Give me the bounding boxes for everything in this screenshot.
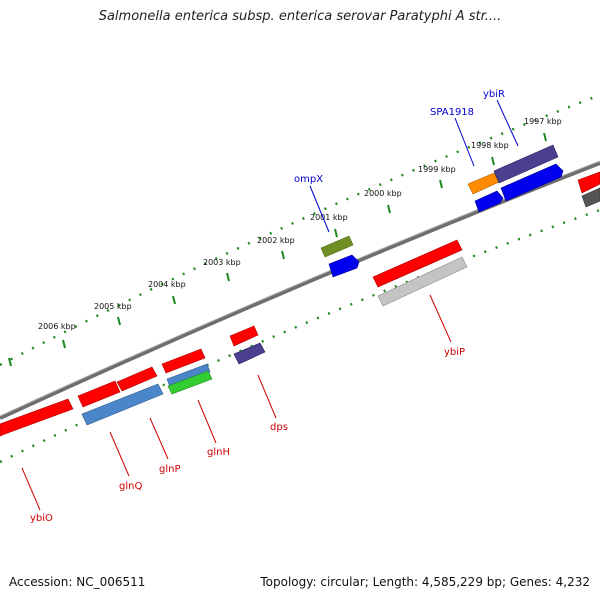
leader-dps — [257, 374, 277, 419]
inner-tick-track — [0, 208, 600, 464]
leader-ybiR — [496, 99, 519, 147]
outer-tick-track — [0, 93, 600, 367]
leader-ompX — [309, 185, 330, 233]
gene-red-arrow-e[interactable] — [77, 380, 121, 408]
gene-label-ybiO[interactable]: ybiO — [30, 513, 53, 524]
gene-label-ompX[interactable]: ompX — [294, 174, 323, 185]
kbp-label-2006: 2006 kbp — [38, 322, 76, 331]
gene-ompX-arrow[interactable] — [320, 235, 354, 258]
gene-label-glnP[interactable]: glnP — [159, 464, 181, 475]
gene-label-ybiR[interactable]: ybiR — [483, 89, 505, 100]
gene-red-arrow-a[interactable] — [372, 239, 463, 288]
leader-glnP — [149, 417, 169, 460]
kbp-label-2000: 2000 kbp — [364, 189, 402, 198]
accession-label: Accession: NC_006511 — [9, 575, 146, 589]
gene-glnH-arrow-green[interactable] — [167, 370, 213, 395]
gene-red-arrow-b[interactable] — [229, 325, 259, 347]
gene-forward-arrow-b[interactable] — [474, 190, 504, 213]
gene-red-arrow-d[interactable] — [116, 366, 158, 392]
genome-backbone — [0, 161, 600, 420]
genome-summary: Topology: circular; Length: 4,585,229 bp… — [260, 575, 590, 589]
kbp-label-2002: 2002 kbp — [257, 236, 295, 245]
kbp-label-2005: 2005 kbp — [94, 302, 132, 311]
kbp-label-1997: 1997 kbp — [524, 117, 562, 126]
kbp-label-2003: 2003 kbp — [203, 258, 241, 267]
gene-label-SPA1918[interactable]: SPA1918 — [430, 107, 474, 118]
gene-red-arrow-c[interactable] — [161, 348, 206, 374]
gene-label-dps[interactable]: dps — [270, 422, 288, 433]
kbp-label-2001: 2001 kbp — [310, 213, 348, 222]
kbp-major-ticks — [8, 132, 547, 367]
gene-glnH-arrow-blue[interactable] — [166, 363, 211, 388]
map-title: Salmonella enterica subsp. enterica sero… — [98, 9, 502, 24]
gene-forward-arrow-edge-red[interactable] — [577, 171, 600, 194]
gene-label-ybiP[interactable]: ybiP — [444, 347, 465, 358]
leader-ybiO — [21, 467, 41, 511]
gene-label-glnH[interactable]: glnH — [207, 447, 230, 458]
leader-glnH — [197, 399, 217, 444]
gene-label-glnQ[interactable]: glnQ — [119, 481, 142, 492]
gene-glnQ-glnP-arrow[interactable] — [81, 383, 164, 426]
gene-ybiP-arrow[interactable] — [377, 256, 468, 307]
kbp-label-2004: 2004 kbp — [148, 280, 186, 289]
leader-glnQ — [109, 431, 130, 477]
kbp-label-1998: 1998 kbp — [471, 141, 509, 150]
gene-dps-arrow[interactable] — [233, 342, 266, 365]
leader-ybiP — [429, 294, 452, 343]
gene-SPA1918-arrow[interactable] — [467, 172, 500, 195]
leader-SPA1918 — [454, 117, 475, 167]
gene-forward-arrow-c[interactable] — [500, 163, 564, 202]
gene-forward-arrow-a[interactable] — [328, 254, 360, 278]
gene-ybiO-arrow[interactable] — [0, 398, 74, 437]
gene-forward-arrow-edge-gray[interactable] — [581, 187, 600, 208]
gene-ybiR-arrow[interactable] — [493, 144, 559, 184]
kbp-label-1999: 1999 kbp — [418, 165, 456, 174]
